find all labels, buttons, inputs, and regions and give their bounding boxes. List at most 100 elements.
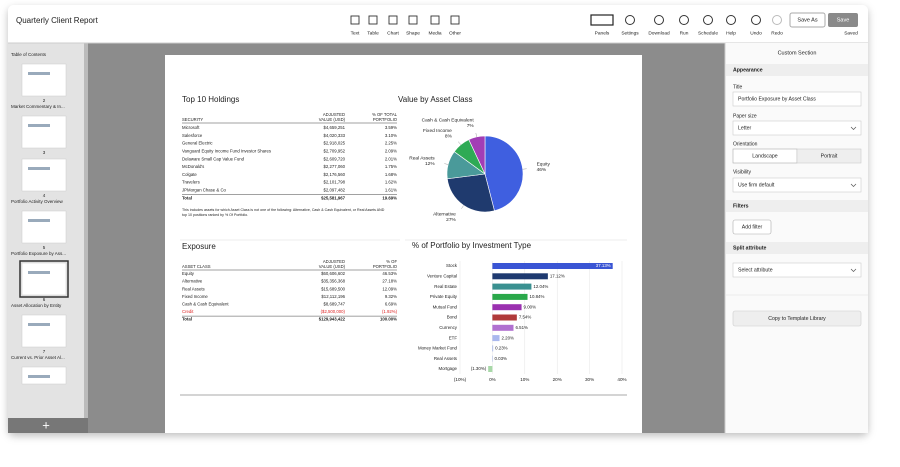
copy-button[interactable]	[732, 310, 862, 327]
dropdown-caret	[850, 126, 857, 130]
table-cell: JPMorgan Chase & Co	[182, 188, 227, 193]
slice-value: 27%	[446, 217, 456, 223]
table-cell: 1.75%	[385, 164, 397, 169]
bar-category: ETF	[449, 335, 458, 340]
tool-icon[interactable]	[350, 15, 360, 25]
table-cell: $12,112,196	[321, 294, 345, 299]
x-tick-label: 40%	[617, 377, 626, 382]
tool-label[interactable]: Download	[648, 30, 670, 36]
page-number: 7	[43, 349, 46, 354]
panel-field[interactable]	[732, 91, 862, 107]
toggle-label[interactable]: Portrait	[821, 153, 838, 159]
section-label[interactable]: Table of Contents	[11, 52, 47, 57]
field-label: Visibility	[733, 169, 751, 175]
tool-label[interactable]: Help	[726, 30, 736, 36]
bar-value: 0.03%	[494, 356, 507, 361]
slice-label: Alternative	[433, 211, 456, 217]
tool-icon[interactable]	[430, 15, 440, 25]
toggle-label[interactable]: Landscape	[752, 153, 777, 159]
panel-section: Filters	[733, 203, 749, 209]
tool-icon[interactable]	[751, 15, 761, 25]
table-cell: 2.01%	[385, 156, 397, 161]
chart-title: Value by Asset Class	[398, 95, 473, 104]
page-thumbnail[interactable]	[21, 262, 67, 296]
save-button[interactable]	[828, 13, 858, 27]
table-cell: 1.61%	[385, 188, 397, 193]
tool-label[interactable]: Run	[680, 30, 689, 36]
section-label[interactable]: Asset Allocation by Entity	[11, 303, 62, 308]
toggle-option[interactable]	[796, 148, 862, 164]
tool-icon[interactable]	[388, 15, 398, 25]
column-header: PORTFOLIO	[373, 117, 398, 122]
tool-label[interactable]: Shape	[406, 30, 420, 36]
tool-icon[interactable]	[772, 15, 782, 25]
page-thumbnail[interactable]	[21, 115, 67, 149]
tool-icon[interactable]	[408, 15, 418, 25]
bar	[492, 304, 522, 311]
tool-label[interactable]: Text	[351, 30, 360, 36]
panel-band	[726, 242, 868, 254]
panel-field[interactable]	[732, 262, 862, 278]
thumbnail-content	[28, 124, 50, 127]
column-header: % OF	[386, 259, 397, 264]
tool-icon[interactable]	[654, 15, 664, 25]
bar-value: 6.51%	[515, 325, 528, 330]
save-as-label[interactable]: Save As	[797, 17, 817, 23]
pie-slice	[446, 173, 495, 213]
section-label[interactable]: Portfolio Exposure by Ass...	[11, 251, 66, 256]
total-cell: 100.00%	[380, 317, 397, 322]
tool-label[interactable]: Chart	[387, 30, 399, 36]
tool-icon[interactable]	[625, 15, 635, 25]
tool-label[interactable]: Media	[428, 30, 441, 36]
pie-slice	[468, 135, 486, 175]
panel-field[interactable]	[732, 120, 862, 136]
section-label[interactable]: Current vs. Prior Asset Al...	[11, 355, 65, 360]
tool-label[interactable]: Schedule	[698, 30, 718, 36]
column-header: VALUE (USD)	[319, 117, 346, 122]
table-cell: General Electric	[182, 141, 213, 146]
tool-icon[interactable]	[679, 15, 689, 25]
add-filter-button[interactable]	[732, 219, 772, 235]
table-cell: Colgate	[182, 172, 197, 177]
tool-label[interactable]: Other	[449, 30, 461, 36]
tool-icon[interactable]	[590, 14, 614, 26]
tool-icon[interactable]	[368, 15, 378, 25]
page-thumbnail[interactable]	[21, 314, 67, 348]
panel-field-value[interactable]: Portfolio Exposure by Asset Class	[738, 96, 816, 102]
tool-label[interactable]: Settings	[621, 30, 639, 36]
panel-field-value[interactable]: Use firm default	[738, 182, 775, 188]
tool-icon[interactable]	[726, 15, 736, 25]
save-as-button[interactable]	[789, 12, 826, 28]
tool-label[interactable]: Undo	[750, 30, 762, 36]
bar-value: 10.84%	[530, 294, 545, 299]
leader-line	[444, 163, 449, 165]
page-thumbnail[interactable]	[21, 63, 67, 97]
tool-icon[interactable]	[703, 15, 713, 25]
section-label[interactable]: Portfolio Activity Overview	[11, 199, 64, 204]
panel-field-value[interactable]: Letter	[738, 125, 752, 131]
panel-field-value[interactable]: Select attribute	[738, 267, 773, 273]
leader-line	[475, 132, 477, 137]
tool-label[interactable]: Panels	[595, 30, 610, 36]
tool-icon[interactable]	[450, 15, 460, 25]
bar-value: 12.04%	[533, 284, 548, 289]
save-label[interactable]: Save	[837, 17, 850, 23]
bar-value: 17.12%	[550, 273, 565, 278]
field-label: Orientation	[733, 141, 758, 147]
panel-field[interactable]	[732, 177, 862, 193]
section-label[interactable]: Market Commentary & In...	[11, 104, 65, 109]
column-header: ASSET CLASS	[182, 264, 211, 269]
report-page	[165, 55, 642, 433]
tool-label[interactable]: Table	[367, 30, 379, 36]
bar-category: Stock	[446, 263, 458, 268]
tool-label[interactable]: Redo	[771, 30, 783, 36]
add-page-icon[interactable]: +	[42, 417, 50, 432]
page-thumbnail[interactable]	[21, 210, 67, 244]
bar	[492, 324, 514, 331]
page-number: 2	[43, 98, 46, 103]
table-cell: $2,609,720	[323, 156, 345, 161]
copy-label[interactable]: Copy to Template Library	[768, 316, 826, 322]
page-thumbnail[interactable]	[21, 158, 67, 192]
add-filter-label[interactable]: Add filter	[742, 224, 763, 230]
